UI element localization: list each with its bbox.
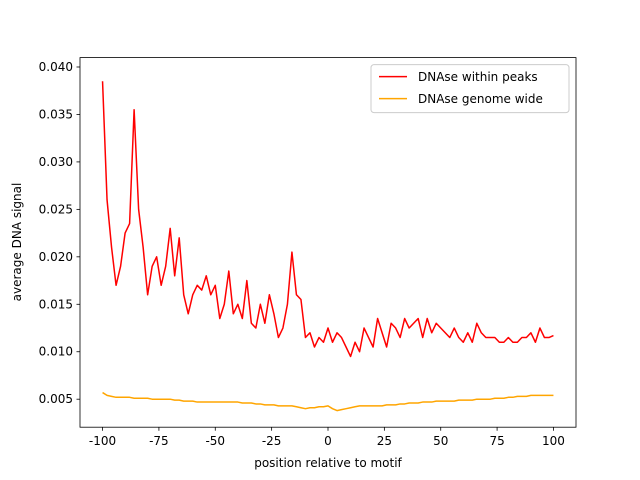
x-tick-label: 50 <box>433 434 448 448</box>
series-line <box>102 391 554 412</box>
x-tick-label: 25 <box>377 434 392 448</box>
legend-box <box>370 64 570 114</box>
y-tick-label: 0.010 <box>39 345 73 359</box>
y-tick-label: 0.025 <box>39 202 73 216</box>
legend-label: DNAse genome wide <box>418 92 543 106</box>
y-tick-label: 0.030 <box>39 155 73 169</box>
x-tick-label: 75 <box>489 434 504 448</box>
y-axis-label: average DNA signal <box>10 183 24 302</box>
x-tick-label: -25 <box>262 434 282 448</box>
x-axis-label: position relative to motif <box>254 456 402 470</box>
x-tick-label: 100 <box>542 434 565 448</box>
x-tick-label: -75 <box>149 434 169 448</box>
y-tick-label: 0.005 <box>39 392 73 406</box>
y-tick-label: 0.020 <box>39 250 73 264</box>
x-tick-label: 0 <box>324 434 332 448</box>
y-tick-label: 0.035 <box>39 107 73 121</box>
y-tick-label: 0.040 <box>39 60 73 74</box>
y-tick-label: 0.015 <box>39 297 73 311</box>
legend-label: DNAse within peaks <box>418 70 538 84</box>
series-line <box>101 81 554 358</box>
x-tick-label: -50 <box>205 434 225 448</box>
plot-frame <box>79 57 577 428</box>
x-tick-label: -100 <box>89 434 116 448</box>
